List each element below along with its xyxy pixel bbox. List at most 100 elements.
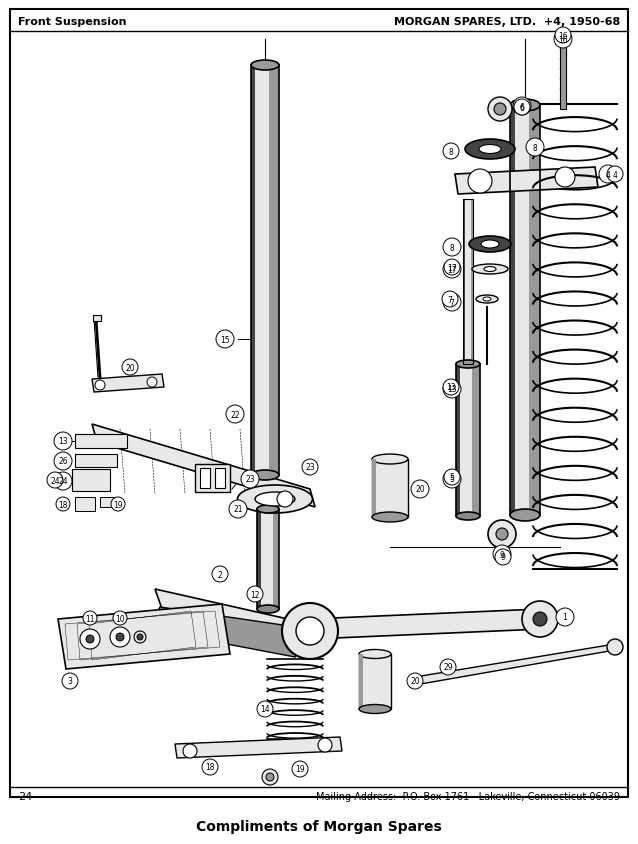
Text: 5: 5 (450, 473, 454, 482)
Polygon shape (372, 459, 376, 517)
Ellipse shape (469, 236, 511, 252)
Ellipse shape (359, 650, 391, 658)
Bar (510, 106, 540, 516)
Text: 9: 9 (501, 553, 505, 562)
Circle shape (554, 31, 572, 49)
Circle shape (440, 659, 456, 675)
Ellipse shape (465, 140, 515, 160)
Text: 23: 23 (305, 463, 315, 472)
Text: 2: 2 (218, 570, 223, 579)
Ellipse shape (479, 145, 501, 154)
Polygon shape (155, 589, 316, 644)
Polygon shape (510, 106, 515, 516)
Text: Front Suspension: Front Suspension (18, 17, 126, 27)
Circle shape (443, 261, 461, 279)
Text: 8: 8 (449, 148, 454, 156)
Circle shape (54, 452, 72, 470)
Ellipse shape (251, 470, 279, 480)
Circle shape (56, 497, 70, 511)
Text: 6: 6 (519, 103, 524, 112)
Circle shape (183, 744, 197, 758)
Text: 15: 15 (220, 335, 230, 344)
Circle shape (80, 630, 100, 649)
Ellipse shape (372, 512, 408, 522)
Ellipse shape (255, 492, 295, 506)
Text: 20: 20 (125, 363, 135, 372)
Polygon shape (310, 609, 542, 639)
Circle shape (54, 432, 72, 451)
Polygon shape (456, 365, 460, 517)
Polygon shape (273, 510, 279, 609)
Ellipse shape (359, 705, 391, 714)
Bar (257, 510, 279, 609)
Polygon shape (251, 66, 255, 475)
Text: 22: 22 (230, 410, 240, 419)
Text: 21: 21 (234, 505, 242, 514)
Circle shape (202, 759, 218, 775)
Circle shape (116, 633, 124, 641)
Circle shape (134, 631, 146, 643)
Circle shape (282, 603, 338, 659)
Text: 13: 13 (447, 385, 457, 394)
Polygon shape (257, 510, 261, 609)
Circle shape (277, 491, 293, 507)
Ellipse shape (257, 605, 279, 614)
Circle shape (443, 143, 459, 160)
Text: 13: 13 (58, 437, 68, 446)
Circle shape (111, 497, 125, 511)
Ellipse shape (456, 360, 480, 369)
Polygon shape (92, 425, 315, 507)
Polygon shape (529, 106, 540, 516)
Text: 8: 8 (533, 143, 537, 152)
Circle shape (318, 738, 332, 752)
Circle shape (494, 104, 506, 116)
Polygon shape (460, 365, 472, 517)
Text: 19: 19 (295, 765, 305, 774)
Polygon shape (359, 654, 363, 709)
Circle shape (444, 469, 460, 485)
Circle shape (514, 100, 530, 116)
Circle shape (241, 470, 259, 489)
Circle shape (444, 260, 460, 276)
Ellipse shape (456, 512, 480, 521)
Polygon shape (455, 168, 598, 195)
Circle shape (513, 98, 531, 116)
Polygon shape (472, 365, 480, 517)
Text: 17: 17 (447, 263, 457, 272)
Polygon shape (269, 66, 279, 475)
Circle shape (229, 500, 247, 518)
Circle shape (110, 627, 130, 647)
Text: 8: 8 (450, 243, 454, 252)
Ellipse shape (257, 506, 279, 513)
Circle shape (83, 611, 97, 625)
Circle shape (113, 611, 127, 625)
Circle shape (122, 360, 138, 376)
Text: 14: 14 (260, 705, 270, 714)
Text: Compliments of Morgan Spares: Compliments of Morgan Spares (196, 819, 442, 833)
Text: 12: 12 (250, 590, 260, 598)
Circle shape (607, 167, 623, 183)
Text: 11: 11 (85, 614, 95, 623)
Circle shape (86, 636, 94, 643)
Bar (251, 66, 279, 475)
Text: 23: 23 (245, 475, 255, 484)
Circle shape (296, 617, 324, 645)
Circle shape (95, 381, 105, 391)
Polygon shape (471, 200, 473, 365)
Circle shape (257, 701, 273, 717)
Circle shape (599, 165, 617, 184)
Text: MORGAN SPARES, LTD.  +4, 1950-68: MORGAN SPARES, LTD. +4, 1950-68 (394, 17, 620, 27)
Circle shape (443, 239, 461, 257)
Circle shape (607, 639, 623, 655)
Circle shape (54, 473, 72, 490)
Circle shape (411, 480, 429, 499)
Text: 4: 4 (612, 170, 618, 179)
Circle shape (526, 138, 544, 157)
Polygon shape (58, 604, 230, 669)
Text: 16: 16 (558, 35, 568, 45)
Circle shape (62, 674, 78, 690)
Circle shape (488, 521, 516, 549)
Circle shape (47, 473, 63, 489)
Text: 24: 24 (58, 477, 68, 486)
Bar (456, 365, 480, 517)
